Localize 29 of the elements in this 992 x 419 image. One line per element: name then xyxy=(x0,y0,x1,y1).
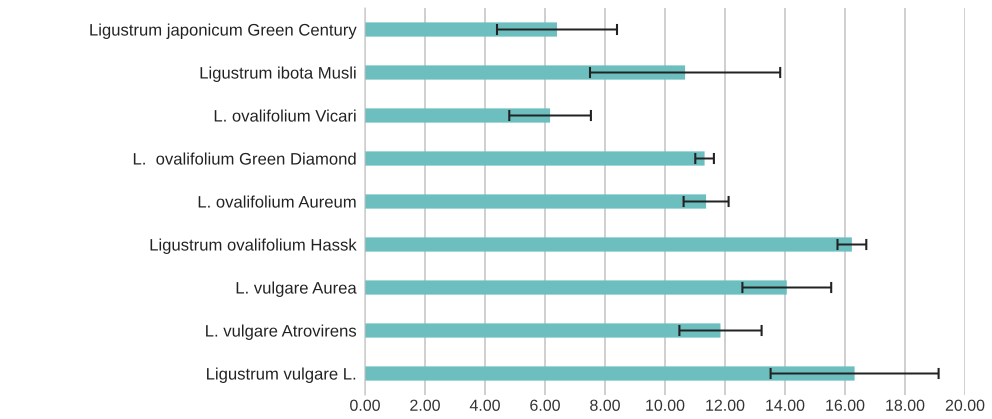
y-tick-label: L. ovalifolium Vicari xyxy=(214,109,356,122)
bar xyxy=(365,280,787,295)
y-tick-label: Ligustrum ovalifolium Hassk xyxy=(150,238,357,254)
bar xyxy=(365,323,720,338)
x-tick-label: 2.00 xyxy=(410,400,440,411)
y-tick-label: L. vulgare Atrovirens xyxy=(206,324,356,340)
x-tick-label: 18.00 xyxy=(886,400,924,411)
bar xyxy=(365,108,550,123)
bar xyxy=(365,65,686,80)
bar xyxy=(365,151,705,166)
y-tick-label: L. vulgare Aurea xyxy=(236,281,357,297)
y-tick-label: Ligustrum vulgare L. xyxy=(207,367,356,383)
bar xyxy=(365,237,852,252)
x-tick-label: 16.00 xyxy=(826,400,864,411)
x-tick-label: 0.00 xyxy=(350,400,380,411)
x-tick-label: 6.00 xyxy=(530,400,560,411)
bar xyxy=(365,194,706,209)
x-tick-label: 14.00 xyxy=(766,400,804,411)
bar xyxy=(365,22,557,37)
bar xyxy=(365,366,855,381)
x-tick-label: 8.00 xyxy=(590,400,620,411)
x-tick-label: 12.00 xyxy=(706,400,744,411)
x-tick-label: 4.00 xyxy=(470,400,500,411)
x-tick-label: 20.00 xyxy=(946,400,984,411)
y-tick-label: L. ovalifolium Aureum xyxy=(198,195,356,208)
x-tick-label: 10.00 xyxy=(646,400,684,411)
y-tick-label: L. ovalifolium Green Diamond xyxy=(134,152,356,165)
y-tick-label: Ligustrum ibota Musli xyxy=(200,66,356,82)
y-tick-label: Ligustrum japonicum Green Century xyxy=(90,23,357,39)
